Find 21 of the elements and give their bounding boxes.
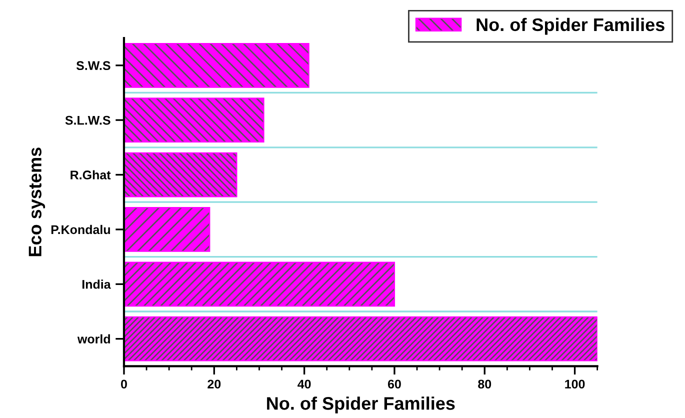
bar [124,316,598,362]
y-tick-label: P.Kondalu [51,224,110,234]
x-tick-label: 60 [388,380,401,389]
x-tick-label: 0 [121,380,127,389]
bar [124,207,210,252]
legend-label: No. of Spider Families [476,18,664,35]
x-tick-label: 80 [478,380,492,389]
x-tick-label: 100 [565,380,585,389]
y-tick-label: world [77,334,110,344]
y-tick-label: India [82,280,111,289]
bar [124,262,396,307]
bar [124,152,238,198]
bar [124,98,264,142]
x-axis-title: No. of Spider Families [267,396,455,414]
x-tick-label: 40 [298,380,311,389]
y-tick-label: S.L.W.S [65,116,110,125]
y-tick-label: S.W.S [76,61,110,70]
bar [124,42,310,88]
y-axis-title: Eco systems [28,148,46,256]
x-tick-label: 20 [208,380,221,389]
y-tick-label: R.Ghat [70,170,111,180]
